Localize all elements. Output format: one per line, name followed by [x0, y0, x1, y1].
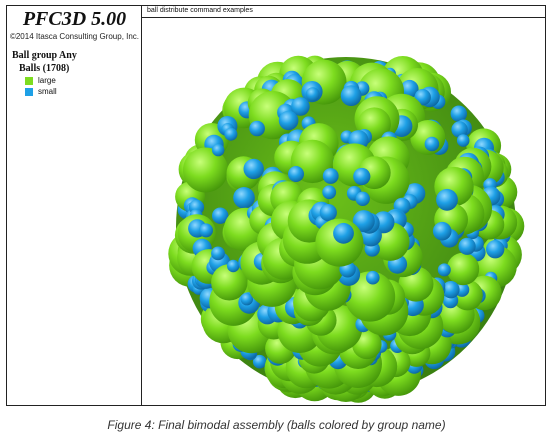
legend-subtitle: Balls (1708)	[19, 63, 70, 74]
small-ball	[451, 121, 468, 138]
small-ball	[424, 136, 440, 152]
legend-label-large: large	[38, 76, 56, 85]
ball-group	[168, 55, 525, 403]
3d-viewport[interactable]	[142, 18, 545, 405]
small-ball	[432, 221, 452, 241]
small-ball	[400, 79, 419, 99]
small-ball	[436, 188, 458, 211]
large-ball	[211, 264, 248, 301]
small-ball	[224, 127, 238, 141]
view-panel: ball distribute command examples	[142, 6, 545, 405]
small-ball	[212, 143, 225, 157]
app-title: PFC3D 5.00	[22, 8, 127, 30]
view-title: ball distribute command examples	[147, 7, 253, 14]
large-ball	[345, 271, 396, 322]
small-ball	[458, 237, 476, 255]
large-ball	[446, 252, 480, 286]
small-ball	[340, 85, 362, 106]
small-ball	[211, 246, 225, 261]
legend-swatch-large	[25, 76, 33, 85]
small-ball	[305, 87, 320, 101]
plot-frame: PFC3D 5.00 ©2014 Itasca Consulting Group…	[6, 5, 546, 406]
small-ball	[442, 281, 460, 299]
legend-swatch-small	[25, 87, 33, 96]
small-ball	[355, 191, 370, 206]
legend-item-small: small	[25, 86, 57, 97]
legend-label-small: small	[38, 87, 57, 96]
legend-item-large: large	[25, 75, 56, 86]
small-ball	[212, 207, 229, 224]
small-ball	[450, 105, 467, 122]
small-ball	[352, 210, 375, 233]
small-ball	[291, 97, 310, 116]
small-ball	[227, 259, 240, 273]
small-ball	[199, 223, 213, 238]
small-ball	[333, 222, 354, 244]
small-ball	[249, 120, 265, 137]
small-ball	[366, 270, 380, 285]
legend-title: Ball group Any	[12, 50, 77, 61]
ball-assembly-render	[168, 55, 525, 403]
small-ball	[288, 166, 304, 182]
small-ball	[233, 187, 255, 209]
small-ball	[278, 110, 299, 131]
view-header: ball distribute command examples	[142, 6, 545, 18]
large-ball	[183, 147, 228, 193]
legend-panel: PFC3D 5.00 ©2014 Itasca Consulting Group…	[7, 6, 142, 405]
figure-caption: Figure 4: Final bimodal assembly (balls …	[107, 418, 446, 432]
small-ball	[243, 158, 264, 180]
small-ball	[437, 263, 451, 277]
small-ball	[353, 167, 371, 186]
small-ball	[322, 185, 337, 200]
small-ball	[486, 240, 505, 259]
small-ball	[322, 168, 339, 184]
small-ball	[456, 134, 470, 147]
small-ball	[240, 293, 253, 306]
copyright-notice: ©2014 Itasca Consulting Group, Inc.	[9, 32, 140, 41]
small-ball	[252, 354, 267, 369]
small-ball	[319, 204, 337, 222]
